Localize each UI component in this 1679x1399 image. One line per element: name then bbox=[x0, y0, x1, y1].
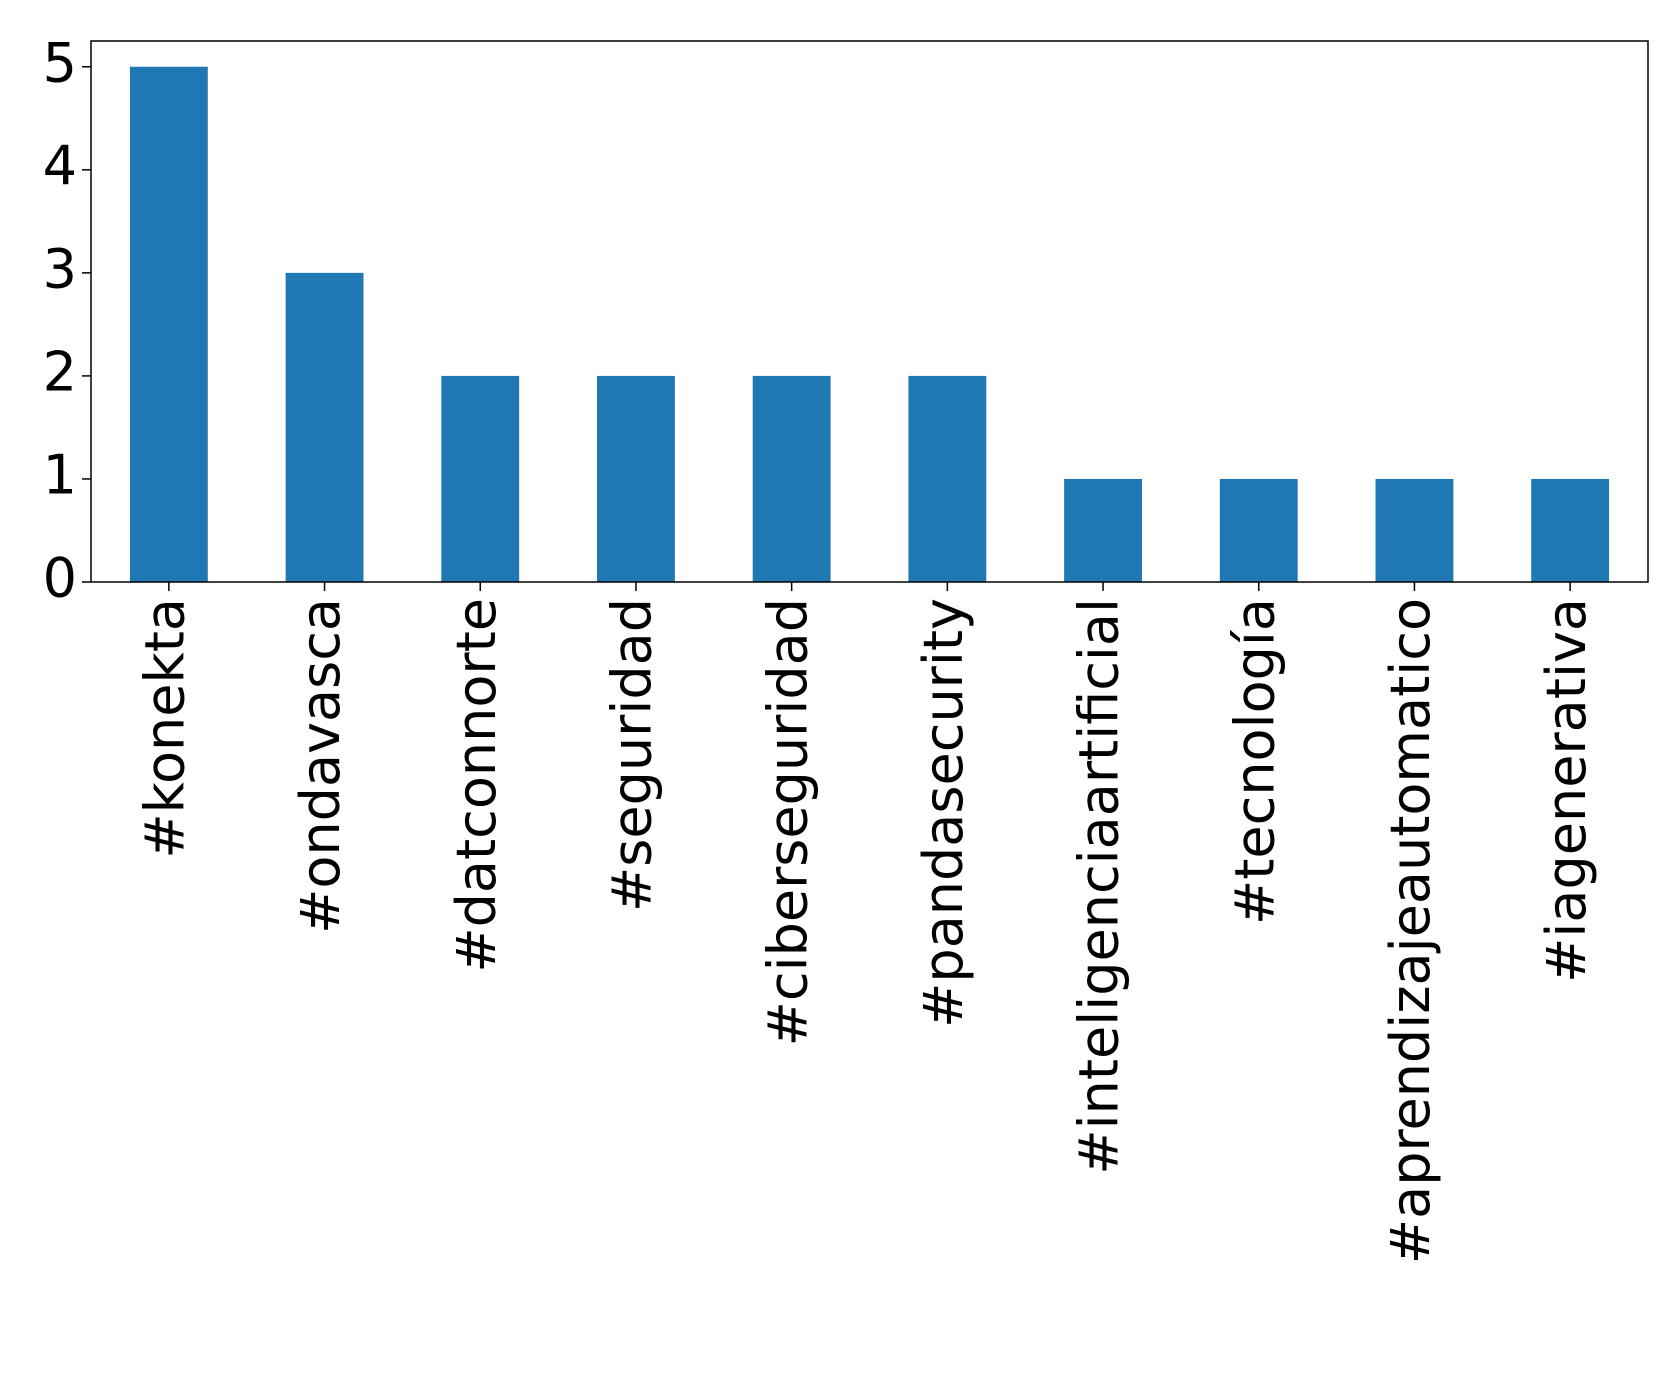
bar bbox=[129, 66, 208, 582]
x-tick-label: #tecnología bbox=[1223, 598, 1286, 925]
x-tick-label: #ondavasca bbox=[289, 598, 352, 934]
y-tick-label: 3 bbox=[43, 237, 77, 300]
bar bbox=[752, 375, 831, 582]
bar bbox=[1064, 478, 1142, 582]
bar bbox=[908, 375, 987, 582]
x-tick-label: #ciberseguridad bbox=[756, 598, 819, 1046]
y-tick-label: 4 bbox=[43, 134, 77, 197]
y-tick-label: 1 bbox=[43, 444, 77, 507]
bar bbox=[1531, 478, 1610, 582]
bar bbox=[441, 375, 520, 582]
y-tick-label: 5 bbox=[43, 31, 77, 94]
bar bbox=[1219, 478, 1298, 582]
x-tick-label: #konekta bbox=[133, 598, 196, 859]
y-tick-label: 0 bbox=[43, 547, 77, 610]
bar bbox=[285, 272, 364, 582]
x-tick-label: #pandasecurity bbox=[912, 598, 975, 1028]
y-tick-label: 2 bbox=[43, 341, 77, 404]
x-tick-label: #inteligenciaartificial bbox=[1068, 598, 1131, 1175]
plot-frame bbox=[90, 40, 1649, 583]
x-tick-label: #iagenerativa bbox=[1535, 598, 1598, 983]
x-tick-label: #datconnorte bbox=[445, 598, 508, 973]
bar bbox=[1375, 478, 1454, 582]
x-tick-label: #seguridad bbox=[601, 598, 664, 912]
x-tick-label: #aprendizajeautomatico bbox=[1379, 598, 1442, 1264]
bar bbox=[597, 375, 675, 582]
